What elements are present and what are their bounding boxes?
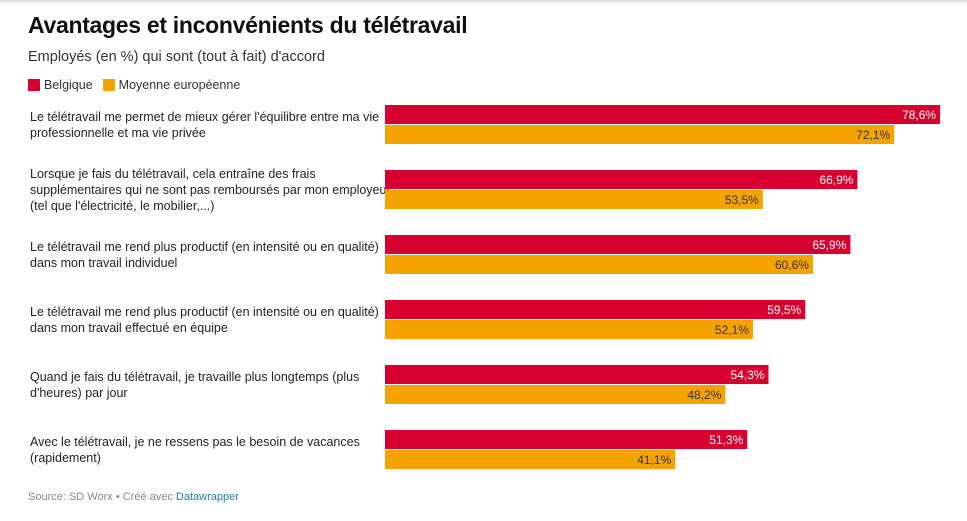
value-label-belgique: 54,3% xyxy=(730,368,764,382)
category-label: Lorsque je fais du télétravail, cela ent… xyxy=(30,167,316,181)
value-label-belgique: 59,5% xyxy=(767,303,801,317)
legend-label-belgique: Belgique xyxy=(44,78,93,92)
value-label-belgique: 78,6% xyxy=(902,108,936,122)
value-label-belgique: 66,9% xyxy=(819,173,853,187)
category-label: Le télétravail me permet de mieux gérer … xyxy=(30,110,379,124)
legend-item-europe: Moyenne européenne xyxy=(102,78,241,92)
legend-swatch-europe xyxy=(102,79,115,91)
bar-europe xyxy=(385,190,763,209)
bar-belgique xyxy=(385,430,748,449)
source-note: Source: SD Worx • Créé avec Datawrapper xyxy=(28,491,239,503)
bar-europe xyxy=(385,385,726,404)
legend-label-europe: Moyenne européenne xyxy=(118,78,241,92)
value-label-europe: 72,1% xyxy=(856,128,890,142)
legend: Belgique Moyenne européenne xyxy=(28,78,250,92)
bar-europe xyxy=(385,450,676,469)
category-label: dans mon travail effectué en équipe xyxy=(30,321,228,335)
legend-item-belgique: Belgique xyxy=(28,78,93,92)
chart-subtitle: Employés (en %) qui sont (tout à fait) d… xyxy=(28,49,325,65)
category-label: dans mon travail individuel xyxy=(30,256,177,270)
category-label: Avec le télétravail, je ne ressens pas l… xyxy=(30,435,360,449)
category-label: supplémentaires qui ne sont pas rembours… xyxy=(30,183,391,197)
category-label: d'heures) par jour xyxy=(30,386,128,400)
value-label-belgique: 65,9% xyxy=(812,238,846,252)
bar-belgique xyxy=(385,300,806,319)
category-label: (rapidement) xyxy=(30,451,101,465)
bar-europe xyxy=(385,255,813,274)
value-label-europe: 60,6% xyxy=(775,258,809,272)
source-text: Source: SD Worx • Créé avec xyxy=(28,491,176,503)
legend-swatch-belgique xyxy=(28,79,40,91)
value-label-europe: 41,1% xyxy=(637,453,671,467)
bar-europe xyxy=(385,320,753,339)
bar-belgique xyxy=(385,170,858,189)
bar-belgique xyxy=(385,365,769,384)
top-divider xyxy=(0,0,967,4)
value-label-europe: 52,1% xyxy=(715,323,749,337)
category-label: Le télétravail me rend plus productif (e… xyxy=(30,305,379,319)
category-label: Le télétravail me rend plus productif (e… xyxy=(30,240,379,254)
value-label-belgique: 51,3% xyxy=(709,433,743,447)
bar-belgique xyxy=(385,235,851,254)
chart-title: Avantages et inconvénients du télétravai… xyxy=(28,12,468,38)
category-label: Quand je fais du télétravail, je travail… xyxy=(30,370,359,384)
category-label: (tel que l'électricité, le mobilier,...) xyxy=(30,199,214,213)
category-label: professionnelle et ma vie privée xyxy=(30,126,206,140)
value-label-europe: 53,5% xyxy=(725,193,759,207)
datawrapper-link[interactable]: Datawrapper xyxy=(175,491,239,503)
bar-europe xyxy=(385,125,895,144)
bar-belgique xyxy=(385,105,941,124)
value-label-europe: 48,2% xyxy=(687,388,721,402)
